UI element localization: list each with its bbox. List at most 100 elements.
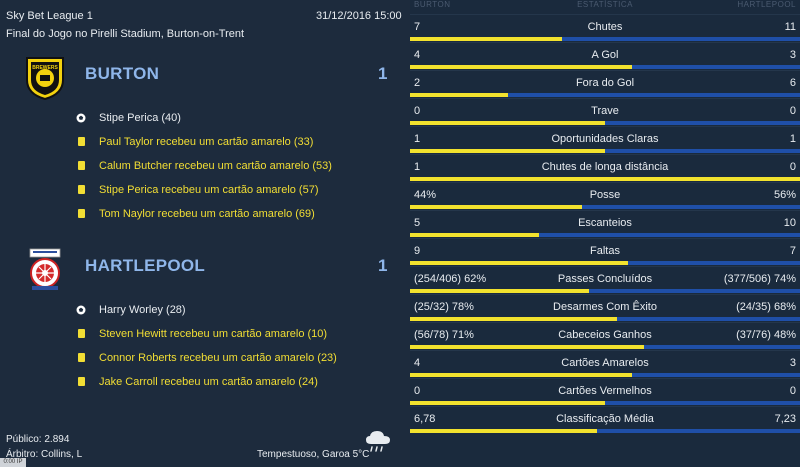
stat-row: 4 Cartões Amarelos 3 bbox=[410, 350, 800, 378]
stat-row: (25/32) 78% Desarmes Com Êxito (24/35) 68% bbox=[410, 294, 800, 322]
stat-bar bbox=[410, 121, 800, 125]
stat-label: Passes Concluídos bbox=[557, 273, 653, 285]
yellow-card-icon bbox=[76, 161, 86, 171]
away-event-text: Steven Hewitt recebeu um cartão amarelo … bbox=[99, 328, 328, 340]
stat-label: Escanteios bbox=[578, 217, 632, 229]
stat-away-value: 3 bbox=[789, 357, 796, 369]
stat-home-value: 4 bbox=[414, 49, 421, 61]
stat-bar bbox=[410, 149, 800, 153]
yellow-card-icon bbox=[76, 353, 86, 363]
stat-home-value: 9 bbox=[414, 245, 421, 257]
stat-bar-home-fill bbox=[410, 177, 800, 181]
stat-row: 2 Fora do Gol 6 bbox=[410, 70, 800, 98]
stat-separator bbox=[410, 98, 800, 99]
stat-bar bbox=[410, 37, 800, 41]
stat-row: (56/78) 71% Cabeceios Ganhos (37/76) 48% bbox=[410, 322, 800, 350]
yellow-card-icon bbox=[76, 377, 86, 387]
stat-bar bbox=[410, 93, 800, 97]
stat-bar bbox=[410, 317, 800, 321]
stat-separator bbox=[410, 70, 800, 71]
stat-row: 1 Oportunidades Claras 1 bbox=[410, 126, 800, 154]
stat-label: Trave bbox=[591, 105, 619, 117]
away-event-0: Harry Worley (28) bbox=[0, 302, 410, 320]
stat-away-value: (377/506) 74% bbox=[723, 273, 796, 285]
yellow-card-icon bbox=[76, 137, 86, 147]
stats-home-header: BURTON bbox=[414, 0, 451, 9]
referee: Árbitro: Collins, L bbox=[6, 449, 83, 460]
stat-bar bbox=[410, 401, 800, 405]
home-event-0: Stipe Perica (40) bbox=[0, 110, 410, 128]
stat-bar-home-fill bbox=[410, 93, 508, 97]
stat-bar-home-fill bbox=[410, 261, 629, 265]
stat-label: Cartões Amarelos bbox=[561, 357, 649, 369]
stat-label: Classificação Média bbox=[556, 413, 654, 425]
stat-separator bbox=[410, 126, 800, 127]
stat-home-value: 0 bbox=[414, 385, 421, 397]
yellow-card-icon bbox=[76, 329, 86, 339]
stat-bar-home-fill bbox=[410, 121, 605, 125]
stat-label: Chutes de longa distância bbox=[541, 161, 669, 173]
match-stats-panel: BURTON ESTATÍSTICA HARTLEPOOL 7 Chutes 11 4… bbox=[410, 0, 800, 467]
stat-bar-home-fill bbox=[410, 37, 563, 41]
stat-bar bbox=[410, 345, 800, 349]
stat-label: A Gol bbox=[591, 49, 619, 61]
away-team-row[interactable]: HARTLEPOOL 1 bbox=[0, 246, 410, 292]
home-event-text: Calum Butcher recebeu um cartão amarelo … bbox=[99, 160, 332, 172]
home-team-row[interactable]: BREWERS BURTON 1 bbox=[0, 54, 410, 101]
stat-separator bbox=[410, 154, 800, 155]
home-event-4: Tom Naylor recebeu um cartão amarelo (69… bbox=[0, 206, 410, 224]
away-event-2: Connor Roberts recebeu um cartão amarelo… bbox=[0, 350, 410, 368]
stat-bar-home-fill bbox=[410, 233, 539, 237]
stat-separator bbox=[410, 42, 800, 43]
stat-separator bbox=[410, 238, 800, 239]
attendance: Público: 2.894 bbox=[6, 434, 70, 445]
stat-home-value: 5 bbox=[414, 217, 421, 229]
stat-home-value: (25/32) 78% bbox=[414, 301, 474, 313]
cloud-rain-icon bbox=[364, 430, 392, 454]
stat-row: 1 Chutes de longa distância 0 bbox=[410, 154, 800, 182]
stat-row: 0 Trave 0 bbox=[410, 98, 800, 126]
stat-away-value: 3 bbox=[789, 49, 796, 61]
stat-away-value: 56% bbox=[773, 189, 796, 201]
burton-badge-icon: BREWERS bbox=[24, 54, 66, 101]
stat-row: 44% Posse 56% bbox=[410, 182, 800, 210]
stat-bar-home-fill bbox=[410, 317, 617, 321]
stat-bar-home-fill bbox=[410, 205, 582, 209]
stat-home-value: (254/406) 62% bbox=[414, 273, 487, 285]
stat-row: 5 Escanteios 10 bbox=[410, 210, 800, 238]
game-clock: 0:00 IP bbox=[0, 458, 26, 467]
away-team-name[interactable]: HARTLEPOOL bbox=[85, 256, 206, 275]
football-icon bbox=[76, 113, 86, 123]
stat-away-value: 0 bbox=[789, 161, 796, 173]
home-team-name[interactable]: BURTON bbox=[85, 64, 160, 83]
stat-bar bbox=[410, 233, 800, 237]
stat-row: 6,78 Classificação Média 7,23 bbox=[410, 406, 800, 434]
stat-separator bbox=[410, 210, 800, 211]
stat-bar bbox=[410, 429, 800, 433]
match-venue: Final do Jogo no Pirelli Stadium, Burton… bbox=[6, 28, 245, 40]
stat-label: Fora do Gol bbox=[575, 77, 635, 89]
stat-away-value: 0 bbox=[789, 105, 796, 117]
match-date: 31/12/2016 15:00 bbox=[316, 10, 402, 22]
home-event-text: Tom Naylor recebeu um cartão amarelo (69… bbox=[99, 208, 315, 220]
burton-badge-text: BREWERS bbox=[32, 65, 58, 71]
stat-label: Faltas bbox=[590, 245, 620, 257]
hartlepool-badge-icon bbox=[24, 246, 66, 292]
stat-bar bbox=[410, 205, 800, 209]
stat-home-value: 1 bbox=[414, 133, 421, 145]
stat-away-value: (24/35) 68% bbox=[736, 301, 796, 313]
stats-middle-header: ESTATÍSTICA bbox=[577, 0, 633, 9]
yellow-card-icon bbox=[76, 185, 86, 195]
league-name: Sky Bet League 1 bbox=[6, 10, 93, 22]
stat-separator bbox=[410, 266, 800, 267]
away-event-3: Jake Carroll recebeu um cartão amarelo (… bbox=[0, 374, 410, 392]
match-summary-panel: Sky Bet League 1 31/12/2016 15:00 Final … bbox=[0, 10, 410, 467]
stat-bar-home-fill bbox=[410, 373, 633, 377]
home-event-text: Stipe Perica recebeu um cartão amarelo (… bbox=[99, 184, 319, 196]
stat-row: 9 Faltas 7 bbox=[410, 238, 800, 266]
stat-home-value: 44% bbox=[414, 189, 437, 201]
stat-home-value: 2 bbox=[414, 77, 421, 89]
stat-label: Desarmes Com Êxito bbox=[553, 301, 657, 313]
stat-bar-home-fill bbox=[410, 401, 605, 405]
